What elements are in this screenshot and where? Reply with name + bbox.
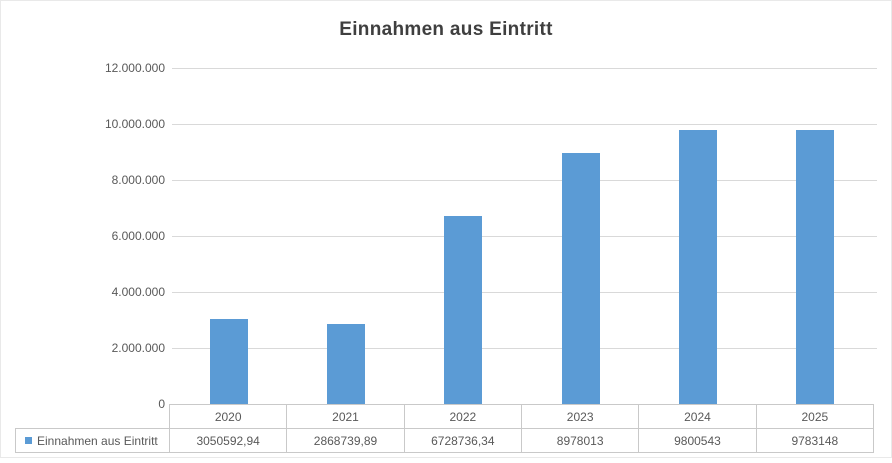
legend-swatch-icon <box>25 437 32 444</box>
bar-slot <box>639 68 756 404</box>
data-table-corner <box>16 405 170 429</box>
gridline <box>172 124 877 125</box>
bar-slot <box>757 68 874 404</box>
gridline <box>172 236 877 237</box>
data-table-header-row: 2020 2021 2022 2023 2024 2025 <box>16 404 875 429</box>
value-cell: 9800543 <box>638 428 757 453</box>
legend-label: Einnahmen aus Eintritt <box>37 433 158 448</box>
chart-title: Einnahmen aus Eintritt <box>339 19 553 40</box>
value-cell: 6728736,34 <box>403 428 522 453</box>
gridline <box>172 68 877 69</box>
y-tick-label: 4.000.000 <box>111 285 165 299</box>
bar <box>561 152 600 404</box>
bar-slot <box>287 68 404 404</box>
legend-cell: Einnahmen aus Eintritt <box>15 428 170 453</box>
year-header-cell: 2025 <box>755 404 875 429</box>
y-tick-label: 0 <box>158 397 165 411</box>
bar-slot <box>522 68 639 404</box>
data-table: 2020 2021 2022 2023 2024 2025 Einnahmen … <box>15 404 875 453</box>
value-cell: 2868739,89 <box>286 428 405 453</box>
value-cell: 9783148 <box>755 428 875 453</box>
bar <box>796 130 835 404</box>
y-tick-label: 10.000.000 <box>104 117 165 131</box>
year-header-cell: 2022 <box>403 404 522 429</box>
value-cell: 3050592,94 <box>168 428 288 453</box>
gridline <box>172 292 877 293</box>
value-cell: 8978013 <box>520 428 640 453</box>
bar-slot <box>405 68 522 404</box>
bar <box>209 318 248 404</box>
bar <box>326 323 365 404</box>
y-tick-label: 8.000.000 <box>111 173 165 187</box>
plot-area <box>170 68 874 404</box>
bar <box>444 215 483 404</box>
y-axis: 12.000.000 10.000.000 8.000.000 6.000.00… <box>0 61 165 418</box>
bar-slot <box>170 68 287 404</box>
data-table-value-row: Einnahmen aus Eintritt 3050592,94 286873… <box>15 428 875 453</box>
bar <box>678 129 717 404</box>
gridline <box>172 348 877 349</box>
y-tick-label: 6.000.000 <box>111 229 165 243</box>
y-tick-label: 12.000.000 <box>104 61 165 75</box>
year-header-cell: 2020 <box>168 404 288 429</box>
gridlines <box>170 68 877 404</box>
y-tick-label: 2.000.000 <box>111 341 165 355</box>
gridline <box>172 180 877 181</box>
year-header-cell: 2023 <box>520 404 640 429</box>
year-header-cell: 2021 <box>286 404 405 429</box>
year-header-cell: 2024 <box>638 404 757 429</box>
